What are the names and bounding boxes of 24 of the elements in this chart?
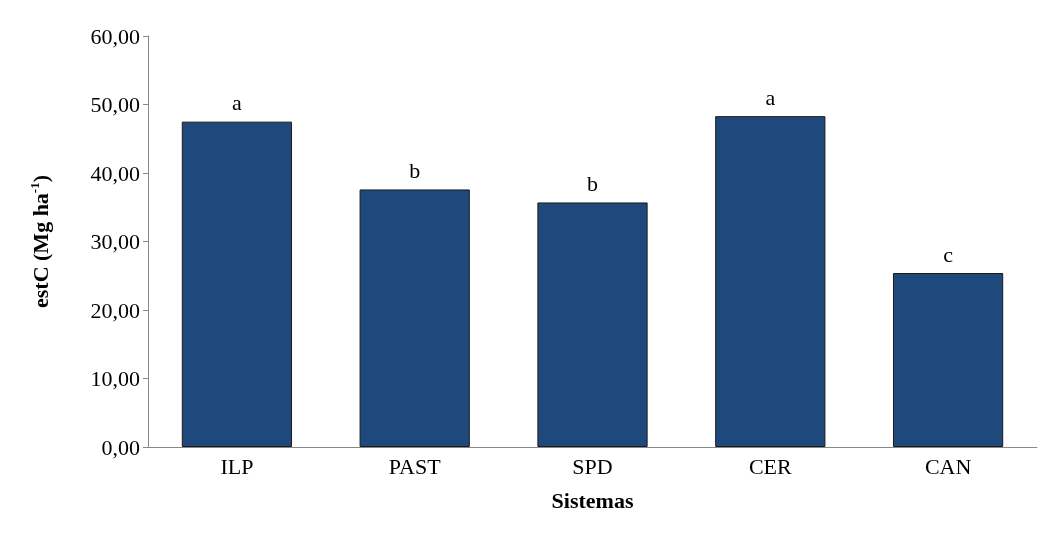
x-tick-label: CER <box>748 453 793 479</box>
y-tick-label: 20,00 <box>90 297 140 323</box>
x-tick-label: PAST <box>388 453 442 479</box>
y-tick-label: 0,00 <box>101 434 140 460</box>
bar <box>892 273 1004 447</box>
bar <box>359 189 470 447</box>
annotation: a <box>765 84 776 110</box>
y-axis-title: estC (Mg ha-1) <box>27 174 53 309</box>
y-tick-label: 40,00 <box>90 160 140 186</box>
y-tick-label: 30,00 <box>90 229 140 254</box>
bar <box>715 116 826 447</box>
annotation: b <box>587 170 598 196</box>
y-tick-label: 10,00 <box>90 366 140 391</box>
annotation: a <box>232 90 243 116</box>
x-tick-label: SPD <box>572 453 613 479</box>
x-tick-label: ILP <box>220 453 254 479</box>
y-tick-label: 60,00 <box>90 23 140 49</box>
y-tick-label: 50,00 <box>90 92 140 117</box>
annotation: b <box>409 157 421 183</box>
x-tick-label: CAN <box>924 453 972 479</box>
bar <box>537 202 648 447</box>
annotation: c <box>943 241 954 267</box>
bar <box>181 121 293 447</box>
x-axis-title: Sistemas <box>551 487 634 513</box>
